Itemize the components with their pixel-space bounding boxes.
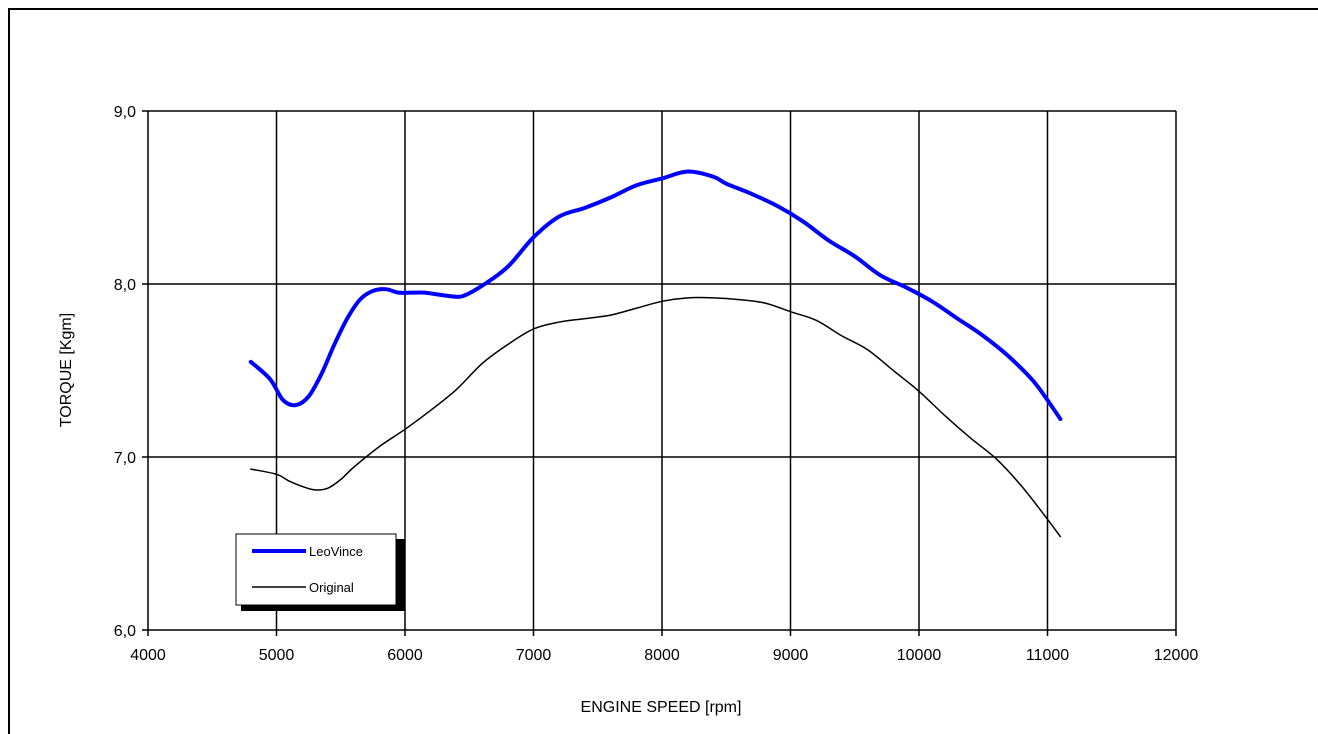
x-tick-label-5000: 5000 xyxy=(259,647,295,664)
y-tick-label-2: 8,0 xyxy=(114,277,136,294)
legend-label-leovince: LeoVince xyxy=(309,544,363,559)
series-layer xyxy=(248,169,1063,538)
x-tick-label-10000: 10000 xyxy=(897,647,942,664)
legend-label-original: Original xyxy=(309,580,354,595)
chart-frame xyxy=(8,8,1318,734)
legend: LeoVince Original xyxy=(235,533,405,611)
series-line-leovince xyxy=(248,169,1063,421)
x-tick-label-11000: 11000 xyxy=(1026,647,1069,664)
y-tick-label-3: 9,0 xyxy=(114,104,136,121)
legend-box xyxy=(235,533,397,606)
x-tick-label-12000: 12000 xyxy=(1154,647,1199,664)
x-tick-label-8000: 8000 xyxy=(644,647,680,664)
y-tick-label-0: 6,0 xyxy=(114,623,136,640)
y-axis-title: TORQUE [Kgm] xyxy=(58,313,75,427)
x-tick-label-7000: 7000 xyxy=(516,647,552,664)
x-axis-title: ENGINE SPEED [rpm] xyxy=(581,699,742,716)
x-tick-label-4000: 4000 xyxy=(130,647,166,664)
x-tick-label-9000: 9000 xyxy=(773,647,809,664)
tick-labels: 4000 5000 6000 7000 8000 9000 10000 11000 12000 6… xyxy=(114,104,1199,664)
series-line-original xyxy=(250,296,1062,538)
x-tick-label-6000: 6000 xyxy=(387,647,423,664)
y-tick-label-1: 7,0 xyxy=(114,450,136,467)
